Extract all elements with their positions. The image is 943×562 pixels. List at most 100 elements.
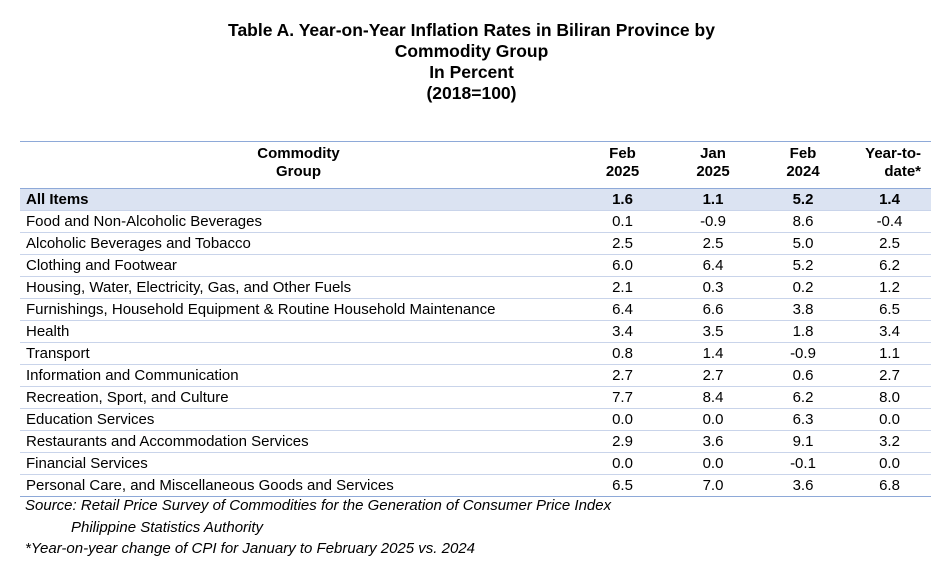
- cell-feb-2024: 8.6: [792, 212, 814, 230]
- cell-jan-2025: 1.4: [702, 344, 724, 362]
- cell-jan-2025: -0.9: [700, 212, 726, 230]
- cell-feb-2024: 5.2: [792, 256, 814, 274]
- cell-feb-2025: 6.4: [612, 300, 633, 318]
- cell-feb-2025: 1.6: [577, 188, 668, 211]
- row-name: Housing, Water, Electricity, Gas, and Ot…: [26, 278, 352, 296]
- cell-year-to-date: 0.0: [879, 454, 900, 472]
- row-name: Information and Communication: [26, 366, 239, 384]
- table-row: Furnishings, Household Equipment & Routi…: [20, 299, 931, 321]
- cell-feb-2025: 3.4: [612, 322, 633, 340]
- cell-jan-2025: 6.6: [702, 300, 724, 318]
- cell-year-to-date: 3.2: [879, 432, 900, 450]
- cell-feb-2025: 2.1: [612, 278, 633, 296]
- cell-feb-2025: 2.5: [612, 234, 633, 252]
- cell-year-to-date: 6.5: [879, 300, 900, 318]
- title-line-2: Commodity Group: [394, 41, 549, 61]
- cell-jan-2025: 3.5: [702, 322, 724, 340]
- footnote: *Year-on-year change of CPI for January …: [25, 540, 475, 557]
- cell-year-to-date: 8.0: [879, 388, 900, 406]
- cell-jan-2025: 3.6: [702, 432, 724, 450]
- cell-jan-2025: 0.3: [702, 278, 724, 296]
- header-feb-2024: Feb 2024: [786, 145, 820, 180]
- cell-feb-2025: 0.0: [612, 410, 633, 428]
- header-jan-2025: Jan 2025: [696, 145, 730, 180]
- row-name: All Items: [20, 188, 577, 211]
- cell-year-to-date: 0.0: [879, 410, 900, 428]
- cell-feb-2025: 0.1: [612, 212, 633, 230]
- table-row: Transport 0.8 1.4 -0.9 1.1: [20, 343, 931, 365]
- table-title: Table A. Year-on-Year Inflation Rates in…: [0, 20, 943, 104]
- inflation-table: Commodity Group Feb 2025 Jan 2025 Feb 2024 Y…: [20, 141, 931, 497]
- table-notes: Source: Retail Price Survey of Commoditi…: [25, 495, 611, 560]
- cell-feb-2024: 5.0: [792, 234, 814, 252]
- cell-feb-2024: 3.8: [792, 300, 814, 318]
- row-name: Restaurants and Accommodation Services: [26, 432, 309, 450]
- row-name: Recreation, Sport, and Culture: [26, 388, 229, 406]
- row-name: Health: [26, 322, 70, 340]
- title-line-1: Table A. Year-on-Year Inflation Rates in…: [228, 20, 715, 40]
- cell-feb-2025: 0.0: [612, 454, 633, 472]
- cell-year-to-date: 3.4: [879, 322, 900, 340]
- cell-year-to-date: -0.4: [876, 212, 903, 230]
- row-name: Transport: [26, 344, 90, 362]
- table-row: Education Services 0.0 0.0 6.3 0.0: [20, 409, 931, 431]
- cell-feb-2024: 0.2: [792, 278, 814, 296]
- cell-jan-2025: 0.0: [702, 410, 724, 428]
- cell-feb-2025: 7.7: [612, 388, 633, 406]
- cell-feb-2024: 6.3: [792, 410, 814, 428]
- cell-feb-2024: -0.9: [790, 344, 816, 362]
- cell-year-to-date: 1.1: [879, 344, 900, 362]
- cell-feb-2025: 6.0: [612, 256, 633, 274]
- table-row: Information and Communication 2.7 2.7 0.…: [20, 365, 931, 387]
- table-row: Financial Services 0.0 0.0 -0.1 0.0: [20, 453, 931, 475]
- cell-year-to-date: 2.7: [879, 366, 900, 384]
- cell-feb-2024: 5.2: [758, 188, 848, 211]
- cell-year-to-date: 6.8: [879, 476, 900, 494]
- header-commodity-group: Commodity Group: [257, 145, 340, 180]
- table-row: Food and Non-Alcoholic Beverages 0.1 -0.…: [20, 211, 931, 233]
- header-feb-2025: Feb 2025: [605, 145, 640, 180]
- row-name: Alcoholic Beverages and Tobacco: [26, 234, 251, 252]
- cell-jan-2025: 1.1: [668, 188, 758, 211]
- row-name: Financial Services: [26, 454, 148, 472]
- cell-feb-2024: -0.1: [790, 454, 816, 472]
- cell-jan-2025: 2.5: [702, 234, 724, 252]
- cell-feb-2025: 6.5: [612, 476, 633, 494]
- cell-feb-2024: 6.2: [792, 388, 814, 406]
- row-name: Clothing and Footwear: [26, 256, 177, 274]
- table-row: Restaurants and Accommodation Services 2…: [20, 431, 931, 453]
- header-row: Commodity Group Feb 2025 Jan 2025 Feb 2024 Y…: [20, 141, 931, 189]
- row-name: Food and Non-Alcoholic Beverages: [26, 212, 262, 230]
- cell-year-to-date: 1.2: [879, 278, 900, 296]
- row-name: Education Services: [26, 410, 155, 428]
- row-name: Personal Care, and Miscellaneous Goods a…: [26, 476, 394, 494]
- title-line-4: (2018=100): [426, 83, 517, 103]
- cell-jan-2025: 7.0: [702, 476, 724, 494]
- cell-jan-2025: 6.4: [702, 256, 724, 274]
- table-row: Health 3.4 3.5 1.8 3.4: [20, 321, 931, 343]
- cell-feb-2024: 0.6: [792, 366, 814, 384]
- cell-year-to-date: 2.5: [879, 234, 900, 252]
- table-row: Housing, Water, Electricity, Gas, and Ot…: [20, 277, 931, 299]
- table-row: Clothing and Footwear 6.0 6.4 5.2 6.2: [20, 255, 931, 277]
- cell-feb-2025: 2.7: [612, 366, 633, 384]
- cell-jan-2025: 2.7: [702, 366, 724, 384]
- table-row: Recreation, Sport, and Culture 7.7 8.4 6…: [20, 387, 931, 409]
- source-agency: Philippine Statistics Authority: [71, 518, 264, 536]
- cell-year-to-date: 6.2: [879, 256, 900, 274]
- title-line-3: In Percent: [429, 62, 514, 82]
- cell-feb-2024: 1.8: [792, 322, 814, 340]
- table-row: Personal Care, and Miscellaneous Goods a…: [20, 475, 931, 497]
- source-note: Source: Retail Price Survey of Commoditi…: [25, 497, 612, 514]
- cell-feb-2025: 2.9: [612, 432, 633, 450]
- row-name: Furnishings, Household Equipment & Routi…: [26, 300, 496, 318]
- cell-feb-2024: 9.1: [792, 432, 814, 450]
- cell-feb-2024: 3.6: [792, 476, 814, 494]
- table-row-all-items: All Items 1.6 1.1 5.2 1.4: [20, 188, 931, 211]
- cell-jan-2025: 0.0: [702, 454, 724, 472]
- cell-year-to-date: 1.4: [848, 188, 931, 211]
- cell-feb-2025: 0.8: [612, 344, 633, 362]
- table-row: Alcoholic Beverages and Tobacco 2.5 2.5 …: [20, 233, 931, 255]
- cell-jan-2025: 8.4: [702, 388, 724, 406]
- header-year-to-date: Year-to-date*: [865, 145, 921, 180]
